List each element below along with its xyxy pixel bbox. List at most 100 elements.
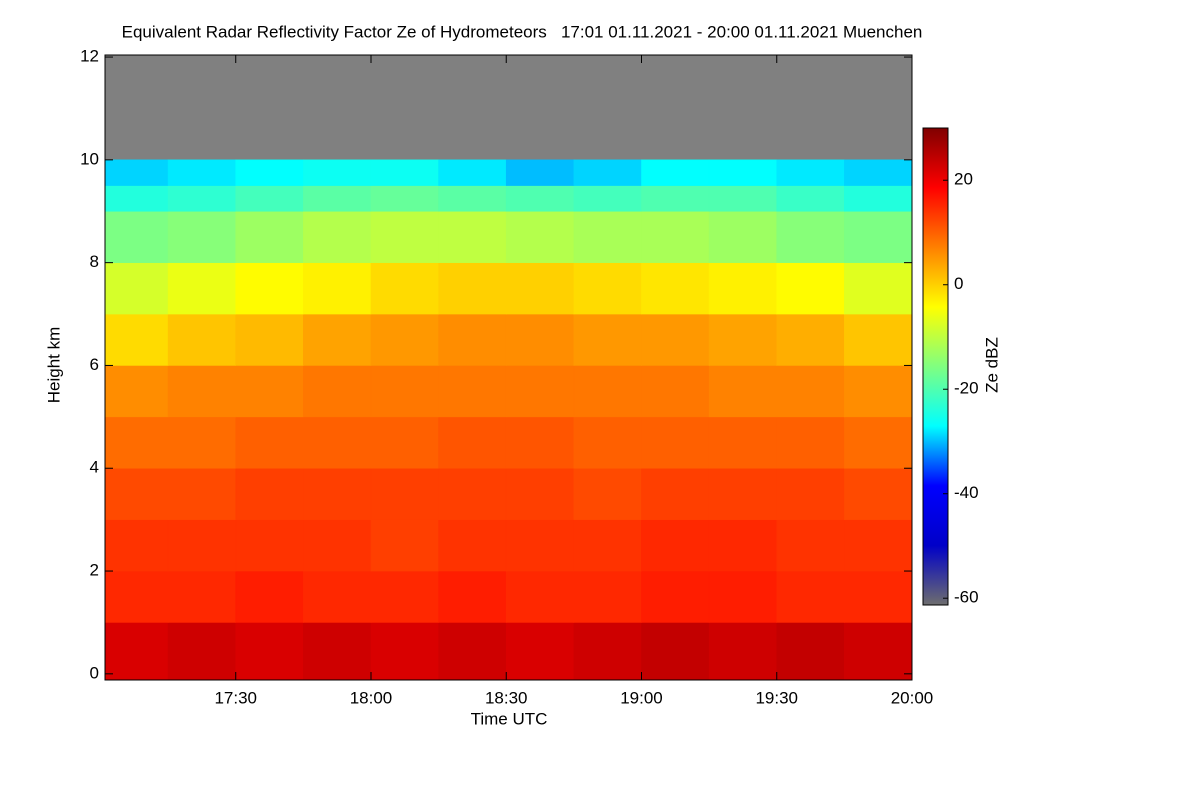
x-tick-label: 20:00 xyxy=(891,688,934,707)
heatmap-cell xyxy=(776,467,845,520)
heatmap-cell xyxy=(235,467,304,520)
colorbar-tick-label: -40 xyxy=(954,483,979,502)
heatmap-cell xyxy=(370,570,439,623)
heatmap-cell xyxy=(776,313,845,366)
colorbar-tick-label: -20 xyxy=(954,379,979,398)
heatmap-cell xyxy=(370,622,439,681)
heatmap-cell xyxy=(235,313,304,366)
heatmap-cell xyxy=(438,467,507,520)
heatmap-cell xyxy=(776,159,845,186)
heatmap-cell xyxy=(708,519,778,572)
heatmap-cell xyxy=(438,416,507,469)
heatmap-cell xyxy=(708,416,778,469)
x-tick-label: 17:30 xyxy=(214,688,257,707)
colorbar-tick-label: -60 xyxy=(954,588,979,607)
heatmap-cell xyxy=(708,365,778,418)
heatmap-cell xyxy=(104,185,169,212)
heatmap-cell xyxy=(776,210,845,263)
heatmap-cell xyxy=(844,467,913,520)
heatmap-cell xyxy=(844,313,913,366)
heatmap-cell xyxy=(505,210,575,263)
heatmap-cell xyxy=(776,519,845,572)
heatmap-cell xyxy=(303,210,372,263)
heatmap-cell xyxy=(167,185,237,212)
heatmap-cell xyxy=(370,416,439,469)
heatmap-cell xyxy=(438,570,507,623)
heatmap-cell xyxy=(505,519,575,572)
heatmap-cell xyxy=(708,570,778,623)
heatmap-cell xyxy=(370,313,439,366)
heatmap-cell xyxy=(104,262,169,315)
heatmap-cell xyxy=(641,185,710,212)
heatmap-cell xyxy=(641,622,710,681)
heatmap-cell xyxy=(641,416,710,469)
heatmap-cell xyxy=(235,365,304,418)
heatmap-cell xyxy=(370,519,439,572)
heatmap-cell xyxy=(505,262,575,315)
heatmap-cell xyxy=(438,313,507,366)
heatmap-cell xyxy=(505,622,575,681)
y-axis-label: Height km xyxy=(44,327,63,404)
colorbar-tick-label: 0 xyxy=(954,274,963,293)
heatmap-cell xyxy=(844,159,913,186)
x-tick-label: 19:30 xyxy=(755,688,798,707)
heatmap-cell xyxy=(235,185,304,212)
x-axis-label: Time UTC xyxy=(471,709,548,728)
heatmap-cell xyxy=(573,159,642,186)
heatmap-cell xyxy=(438,519,507,572)
heatmap-cell xyxy=(573,570,642,623)
x-tick-label: 19:00 xyxy=(620,688,663,707)
heatmap-cell xyxy=(303,262,372,315)
y-tick-label: 12 xyxy=(80,47,99,66)
heatmap-cell xyxy=(708,467,778,520)
heatmap-cell xyxy=(167,159,237,186)
heatmap-cell xyxy=(303,570,372,623)
heatmap-cell xyxy=(573,519,642,572)
heatmap-cell xyxy=(708,262,778,315)
colorbar-tick-label: 20 xyxy=(954,170,973,189)
heatmap-cell xyxy=(505,467,575,520)
heatmap-cell xyxy=(235,519,304,572)
heatmap-cell xyxy=(776,622,845,681)
heatmap-cell xyxy=(438,210,507,263)
heatmap-cell xyxy=(641,313,710,366)
heatmap-cell xyxy=(303,365,372,418)
heatmap-cell xyxy=(505,185,575,212)
heatmap-cell xyxy=(167,262,237,315)
heatmap-cell xyxy=(167,416,237,469)
heatmap-cell xyxy=(708,210,778,263)
heatmap-cell xyxy=(844,622,913,681)
heatmap-cell xyxy=(104,519,169,572)
heatmap-cell xyxy=(104,467,169,520)
heatmap-cell xyxy=(167,622,237,681)
heatmap-cell xyxy=(573,416,642,469)
heatmap-cell xyxy=(167,365,237,418)
heatmap-cell xyxy=(235,210,304,263)
heatmap-cell xyxy=(641,570,710,623)
heatmap-cell xyxy=(573,185,642,212)
heatmap-cell xyxy=(844,262,913,315)
heatmap-cell xyxy=(104,570,169,623)
heatmap-cell xyxy=(573,313,642,366)
heatmap-cell xyxy=(641,262,710,315)
heatmap-cell xyxy=(167,570,237,623)
heatmap-cell xyxy=(370,262,439,315)
heatmap-cell xyxy=(370,185,439,212)
heatmap-cell xyxy=(505,416,575,469)
heatmap-cell xyxy=(641,467,710,520)
heatmap-cell xyxy=(641,365,710,418)
heatmap-cell xyxy=(167,519,237,572)
heatmap-cell xyxy=(235,416,304,469)
x-tick-label: 18:30 xyxy=(485,688,528,707)
heatmap-cell xyxy=(303,313,372,366)
heatmap-cell xyxy=(235,159,304,186)
heatmap-cell xyxy=(235,262,304,315)
heatmap-cell xyxy=(370,159,439,186)
y-tick-label: 4 xyxy=(90,458,99,477)
heatmap-cell xyxy=(844,210,913,263)
heatmap-cell xyxy=(641,210,710,263)
heatmap-cell xyxy=(167,210,237,263)
heatmap-cell xyxy=(438,159,507,186)
heatmap-cell xyxy=(573,365,642,418)
heatmap-cell xyxy=(303,416,372,469)
